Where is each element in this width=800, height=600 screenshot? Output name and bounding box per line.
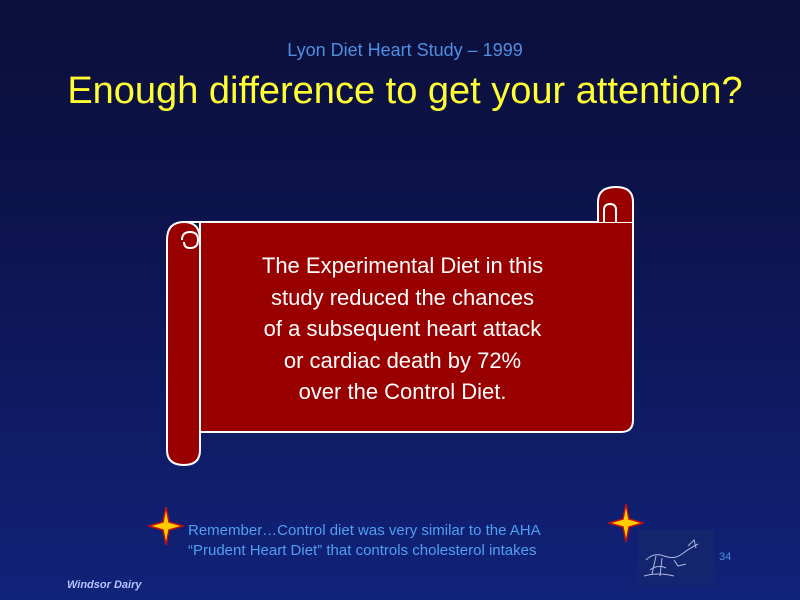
four-point-star-icon (148, 506, 184, 546)
footnote-line: Remember…Control diet was very similar t… (188, 522, 541, 539)
four-point-star-icon (608, 503, 644, 543)
slide-subtitle: Lyon Diet Heart Study – 1999 (287, 40, 523, 60)
footnote: Remember…Control diet was very similar t… (188, 521, 541, 561)
page-number: 34 (719, 551, 732, 563)
scroll-line: The Experimental Diet in this (261, 253, 544, 278)
scroll-text: The Experimental Diet in this study redu… (205, 250, 600, 408)
scroll-shape (166, 186, 634, 466)
slide-title: Enough difference to get your attention? (67, 70, 743, 112)
scroll-line: study reduced the chances (271, 284, 534, 310)
scroll-line: over the Control Diet. (298, 379, 507, 404)
footer-brand: Windsor Dairy (67, 579, 142, 591)
cow-drawing-logo (638, 530, 714, 586)
scroll-body (183, 221, 634, 433)
footnote-line: “Prudent Heart Diet” that controls chole… (188, 542, 537, 559)
scroll-left-roll (166, 221, 201, 466)
scroll-line: of a subsequent heart attack (263, 316, 542, 341)
scroll-line: or cardiac death by 72% (283, 347, 522, 373)
